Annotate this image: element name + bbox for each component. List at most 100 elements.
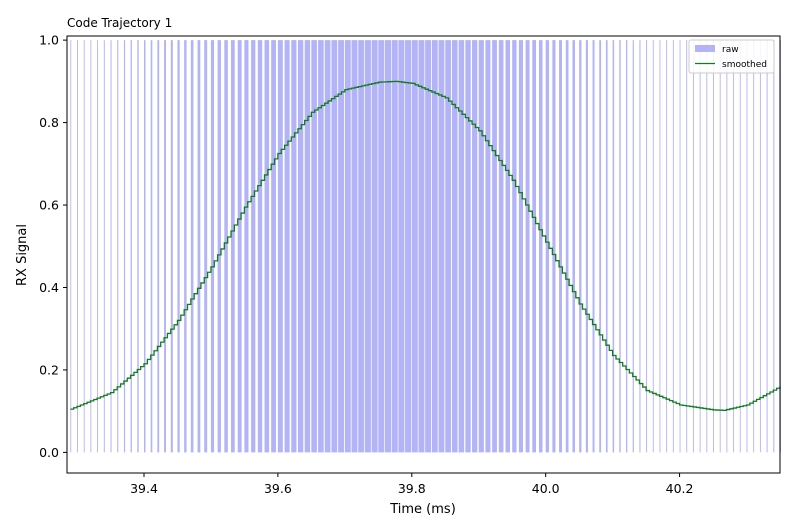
y-tick-label: 0.6 [39, 198, 59, 213]
raw-pulse [766, 40, 768, 453]
raw-pulse [492, 40, 497, 453]
legend-label-smoothed: smoothed [722, 60, 767, 70]
x-tick-label: 40.0 [532, 481, 560, 496]
raw-pulse [197, 40, 201, 453]
raw-pulse [525, 40, 530, 453]
raw-pulse [405, 40, 412, 453]
raw-pulse [545, 40, 549, 453]
raw-pulse [297, 40, 304, 453]
raw-pulse [418, 40, 425, 453]
raw-pulse [170, 40, 173, 453]
raw-pulse [579, 40, 582, 453]
raw-pulse [123, 40, 126, 453]
raw-pulse [512, 40, 517, 453]
raw-pulse [565, 40, 569, 453]
raw-pulse [257, 40, 263, 453]
raw-pulse [679, 40, 681, 453]
raw-series [70, 40, 781, 453]
raw-pulse [759, 40, 761, 453]
raw-pulse [371, 40, 378, 453]
raw-pulse [97, 40, 99, 453]
raw-pulse [190, 40, 194, 453]
raw-pulse [143, 40, 146, 453]
raw-pulse [478, 40, 484, 453]
raw-pulse [498, 40, 504, 453]
raw-pulse [83, 40, 85, 453]
smoothed-series [70, 80, 781, 411]
raw-pulse [411, 40, 418, 453]
raw-pulse [753, 40, 755, 453]
raw-pulse [331, 40, 338, 453]
raw-pulse [619, 40, 621, 453]
raw-pulse [518, 40, 524, 453]
legend-label-raw: raw [722, 45, 739, 55]
raw-pulse [686, 40, 688, 453]
legend: raw smoothed [688, 39, 775, 74]
raw-pulse [277, 40, 283, 453]
raw-pulse [431, 40, 438, 453]
raw-pulse [157, 40, 160, 453]
raw-pulse [605, 40, 608, 453]
smoothed-line [70, 80, 781, 411]
x-tick-label: 39.4 [130, 481, 158, 496]
raw-pulse [358, 40, 365, 453]
y-axis-label: RX Signal [15, 224, 30, 286]
raw-pulse [304, 40, 311, 453]
raw-pulse [291, 40, 297, 453]
raw-pulse [150, 40, 153, 453]
y-tick-label: 1.0 [39, 33, 59, 48]
raw-pulse [164, 40, 167, 453]
raw-pulse [90, 40, 92, 453]
raw-pulse [210, 40, 215, 453]
raw-pulse [445, 40, 451, 453]
raw-pulse [110, 40, 112, 453]
chart-title: Code Trajectory 1 [67, 16, 172, 30]
raw-pulse [465, 40, 471, 453]
raw-pulse [224, 40, 228, 453]
raw-pulse [70, 40, 72, 453]
raw-pulse [632, 40, 634, 453]
raw-pulse [585, 40, 589, 453]
raw-pulse [472, 40, 478, 453]
y-tick-label: 0.8 [39, 115, 59, 130]
raw-pulse [451, 40, 458, 453]
raw-pulse [538, 40, 543, 453]
raw-pulse [739, 40, 741, 453]
raw-pulse [391, 40, 398, 453]
raw-pulse [713, 40, 714, 453]
raw-pulse [271, 40, 276, 453]
raw-pulse [485, 40, 491, 453]
y-tick-label: 0.2 [39, 362, 59, 377]
legend-swatch-raw [695, 45, 715, 52]
raw-pulse [746, 40, 748, 453]
x-tick-label: 39.8 [398, 481, 426, 496]
raw-pulse [177, 40, 180, 453]
raw-pulse [639, 40, 641, 453]
y-axis: 0.0 0.2 0.4 0.6 0.8 1.0 [39, 33, 67, 460]
raw-pulse [344, 40, 351, 453]
raw-pulse [733, 40, 735, 453]
raw-pulse [706, 40, 708, 453]
raw-pulse [646, 40, 648, 453]
x-tick-label: 40.2 [666, 481, 694, 496]
raw-pulse [626, 40, 628, 453]
raw-pulse [438, 40, 445, 453]
y-tick-label: 0.0 [39, 445, 59, 460]
raw-pulse [364, 40, 371, 453]
raw-pulse [237, 40, 242, 453]
raw-pulse [666, 40, 668, 453]
raw-pulse [559, 40, 562, 453]
raw-pulse [398, 40, 405, 453]
raw-pulse [458, 40, 465, 453]
x-tick-label: 39.6 [264, 481, 292, 496]
raw-pulse [284, 40, 290, 453]
raw-pulse [264, 40, 270, 453]
raw-pulse [659, 40, 661, 453]
raw-pulse [672, 40, 674, 453]
raw-pulse [311, 40, 317, 453]
raw-pulse [425, 40, 432, 453]
x-axis: 39.4 39.6 39.8 40.0 40.2 [130, 473, 693, 496]
y-tick-label: 0.4 [39, 280, 59, 295]
plot-frame [66, 35, 781, 474]
